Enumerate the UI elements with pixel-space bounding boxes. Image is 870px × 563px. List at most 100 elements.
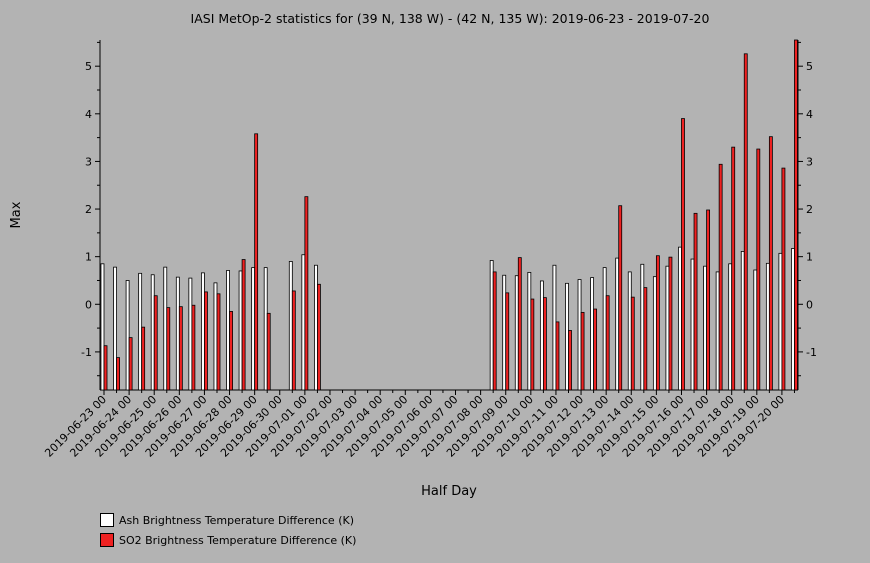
bar-ash bbox=[791, 248, 795, 391]
bar-ash bbox=[113, 266, 117, 391]
bars-group bbox=[100, 39, 798, 391]
bar-so2 bbox=[229, 311, 233, 391]
bar-so2 bbox=[605, 295, 610, 391]
bar-ash bbox=[652, 276, 657, 391]
y-tick-label: 2 bbox=[85, 203, 92, 216]
legend-swatch-so2 bbox=[100, 533, 114, 547]
legend-label-ash: Ash Brightness Temperature Difference (K… bbox=[119, 513, 354, 527]
bar-ash bbox=[263, 267, 268, 391]
bar-ash bbox=[100, 263, 105, 391]
bar-ash bbox=[125, 280, 130, 391]
bar-ash bbox=[301, 254, 306, 391]
y-tick-label-right: 3 bbox=[806, 155, 813, 168]
bar-so2 bbox=[706, 209, 711, 391]
bar-ash bbox=[753, 269, 758, 391]
bar-ash bbox=[213, 282, 218, 391]
bar-ash bbox=[502, 274, 507, 391]
bar-so2 bbox=[317, 283, 321, 391]
bar-so2 bbox=[681, 118, 685, 391]
y-tick-label-right: 4 bbox=[806, 108, 813, 121]
legend-item-ash: Ash Brightness Temperature Difference (K… bbox=[100, 513, 354, 527]
bar-so2 bbox=[618, 205, 623, 391]
bar-ash bbox=[226, 270, 230, 391]
y-tick-label: -1 bbox=[81, 346, 92, 359]
y-tick-label-right: 5 bbox=[806, 60, 813, 73]
bar-ash bbox=[665, 265, 670, 391]
bar-ash bbox=[627, 271, 632, 391]
y-tick-label-right: 0 bbox=[806, 298, 813, 311]
bar-ash bbox=[238, 270, 243, 391]
y-tick-label: 4 bbox=[85, 108, 92, 121]
bar-ash bbox=[163, 266, 168, 391]
bar-so2 bbox=[555, 321, 560, 391]
bar-ash bbox=[765, 262, 770, 391]
bar-so2 bbox=[266, 312, 271, 391]
y-tick-label-right: 2 bbox=[806, 203, 813, 216]
bar-so2 bbox=[178, 306, 183, 391]
legend-label-so2: SO2 Brightness Temperature Difference (K… bbox=[119, 533, 357, 547]
legend-swatch-ash bbox=[100, 513, 114, 527]
bar-so2 bbox=[756, 148, 761, 391]
bar-so2 bbox=[103, 345, 108, 391]
bar-so2 bbox=[304, 196, 309, 391]
bar-ash bbox=[703, 265, 707, 391]
bar-so2 bbox=[580, 311, 585, 391]
y-tick-label: 3 bbox=[85, 155, 92, 168]
bar-so2 bbox=[794, 39, 798, 391]
bar-so2 bbox=[768, 136, 773, 391]
bar-so2 bbox=[505, 292, 510, 391]
bar-so2 bbox=[630, 296, 635, 391]
y-axis-label: Max bbox=[9, 201, 24, 228]
bar-ash bbox=[552, 264, 557, 391]
y-tick-label-right: -1 bbox=[806, 346, 817, 359]
bar-so2 bbox=[530, 298, 535, 391]
bar-ash bbox=[602, 267, 607, 391]
bar-ash bbox=[314, 264, 318, 391]
bar-ash bbox=[514, 275, 519, 391]
bar-so2 bbox=[166, 307, 171, 391]
bar-so2 bbox=[141, 326, 146, 391]
bar-so2 bbox=[655, 255, 660, 391]
bar-ash bbox=[489, 260, 494, 391]
bar-ash bbox=[690, 258, 695, 391]
bar-so2 bbox=[542, 297, 547, 391]
bar-so2 bbox=[568, 330, 572, 391]
y-tick-label: 0 bbox=[85, 298, 92, 311]
bar-so2 bbox=[743, 53, 748, 391]
legend-item-so2: SO2 Brightness Temperature Difference (K… bbox=[100, 533, 356, 547]
bar-so2 bbox=[191, 304, 196, 391]
bar-so2 bbox=[693, 212, 698, 391]
bar-so2 bbox=[643, 287, 648, 391]
bar-ash bbox=[740, 251, 745, 391]
bar-ash bbox=[527, 271, 532, 391]
bar-so2 bbox=[116, 357, 120, 391]
bar-so2 bbox=[781, 167, 786, 391]
bar-so2 bbox=[254, 133, 259, 391]
bar-ash bbox=[251, 267, 256, 391]
bar-so2 bbox=[731, 146, 736, 391]
y-tick-label: 1 bbox=[85, 251, 92, 264]
bar-ash bbox=[590, 277, 595, 391]
bar-ash bbox=[715, 271, 720, 391]
bar-so2 bbox=[128, 337, 133, 391]
bar-ash bbox=[615, 257, 620, 391]
bar-ash bbox=[138, 272, 143, 391]
bar-ash bbox=[778, 252, 783, 391]
x-axis-label: Half Day bbox=[421, 484, 477, 499]
chart-title: IASI MetOp-2 statistics for (39 N, 138 W… bbox=[191, 11, 710, 26]
bar-so2 bbox=[718, 163, 723, 391]
bar-ash bbox=[175, 276, 180, 391]
bar-so2 bbox=[492, 271, 497, 391]
bar-ash bbox=[288, 261, 293, 391]
y-tick-label-right: 1 bbox=[806, 251, 813, 264]
bar-so2 bbox=[517, 257, 522, 391]
bar-ash bbox=[678, 246, 682, 391]
bar-ash bbox=[150, 274, 155, 391]
y-tick-label: 5 bbox=[85, 60, 92, 73]
bar-so2 bbox=[668, 256, 673, 391]
bar-ash bbox=[201, 272, 205, 391]
bar-so2 bbox=[204, 291, 208, 391]
bar-so2 bbox=[216, 293, 221, 391]
